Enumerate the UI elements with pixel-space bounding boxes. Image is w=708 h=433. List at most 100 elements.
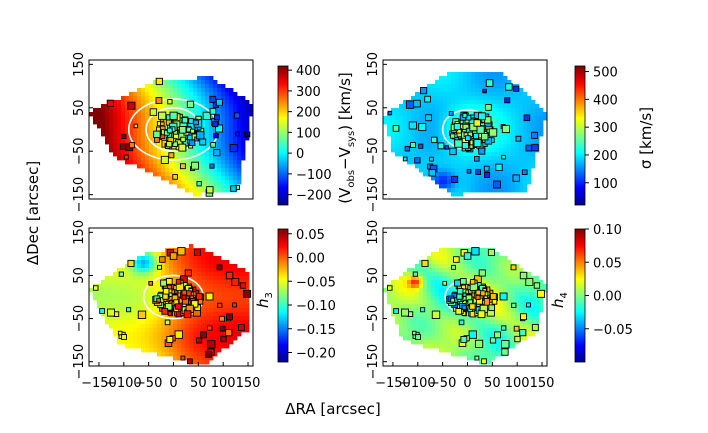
velocity-field-cell [225,172,230,177]
h4-field-cell [427,284,432,289]
dispersion-field-cell [423,136,428,141]
dispersion-colorbar-title: σ [km/s] [637,107,655,169]
h4-field-cell [423,288,428,293]
velocity-field-cell [173,104,178,109]
dispersion-field-cell [439,88,444,93]
velocity-tracer-square [202,111,211,121]
dispersion-field-cell [495,88,500,93]
h4-field-cell [511,276,516,281]
dispersion-field-cell [419,100,424,105]
dispersion-field-cell [427,124,432,129]
velocity-field-cell [113,136,118,141]
h4-field-cell [511,324,516,329]
dispersion-field-cell [459,152,464,157]
dispersion-field-cell [507,112,512,117]
dispersion-field-cell [395,112,400,117]
dispersion-field-cell [523,120,528,125]
velocity-field-cell [137,144,142,149]
velocity-field-cell [153,116,158,121]
h3-field-cell [173,272,178,277]
dispersion-field-cell [435,92,440,97]
h4-field-cell [431,328,436,333]
velocity-field-cell [137,100,142,105]
velocity-field-cell [181,168,186,173]
velocity-field-cell [197,160,202,165]
h4-field-cell [431,292,436,297]
h3-field-cell [221,260,226,265]
h3-field-cell [225,292,230,297]
h4-field-cell [499,332,504,337]
h4-field-cell [487,360,492,365]
h3-field-cell [169,288,174,293]
velocity-field-cell [157,144,162,149]
h4-field-cell [423,320,428,325]
h3-field-cell [129,280,134,285]
h3-field-cell [221,280,226,285]
h3-field-cell [237,284,242,289]
h3-field-cell [209,284,214,289]
velocity-field-cell [193,156,198,161]
dispersion-field-cell [471,176,476,181]
h4-field-cell [467,268,472,273]
dispersion-field-cell [463,84,468,89]
h4-field-cell [443,256,448,261]
h4-field-cell [439,256,444,261]
velocity-field-cell [209,160,214,165]
h4-field-cell [519,324,524,329]
dispersion-field-cell [483,180,488,185]
h4-field-cell [479,252,484,257]
velocity-field-cell [153,164,158,169]
dispersion-field-cell [383,116,388,121]
velocity-field-cell [165,104,170,109]
h4-field-cell [443,348,448,353]
dispersion-field-cell [483,96,488,101]
h3-field-cell [201,340,206,345]
velocity-field-cell [117,152,122,157]
h3-y-tick-label: −150 [72,344,87,380]
h4-field-cell [503,260,508,265]
velocity-field-cell [117,124,122,129]
dispersion-field-cell [391,144,396,149]
dispersion-field-cell [463,100,468,105]
h3-tracer-square [126,307,132,313]
h3-field-cell [181,264,186,269]
dispersion-field-cell [439,152,444,157]
dispersion-field-cell [419,152,424,157]
h4-field-cell [475,260,480,265]
velocity-y-tick-label: −150 [72,177,87,213]
velocity-cbar-open: (V [336,187,354,204]
h4-field-cell [455,344,460,349]
h3-field-cell [121,324,126,329]
velocity-field-cell [129,124,134,129]
velocity-field-cell [229,136,234,141]
velocity-field-cell [169,88,174,93]
h3-tracer-square [160,279,168,287]
velocity-field-cell [249,104,254,109]
h3-tracer-square [237,324,245,331]
h4-tracer-square [461,304,467,310]
dispersion-field-cell [519,92,524,97]
h3-tracer-square [187,358,193,365]
h3-field-cell [217,296,222,301]
h3-field-cell [193,284,198,289]
velocity-field-cell [165,80,170,85]
velocity-field-cell [133,92,138,97]
velocity-cbar-tick-label: 400 [296,64,321,79]
velocity-field-cell [125,104,130,109]
h3-field-cell [221,312,226,317]
h4-field-cell [415,276,420,281]
h3-field-cell [97,292,102,297]
h3-field-cell [217,292,222,297]
dispersion-field-cell [435,132,440,137]
dispersion-field-cell [515,156,520,161]
velocity-field-cell [221,176,226,181]
h4-field-cell [451,276,456,281]
velocity-field-cell [149,92,154,97]
h4-field-cell [411,296,416,301]
dispersion-field-cell [463,96,468,101]
velocity-field-cell [101,132,106,137]
dispersion-field-cell [463,156,468,161]
dispersion-field-cell [423,120,428,125]
velocity-tracer-square [106,99,114,107]
velocity-field-cell [205,152,210,157]
